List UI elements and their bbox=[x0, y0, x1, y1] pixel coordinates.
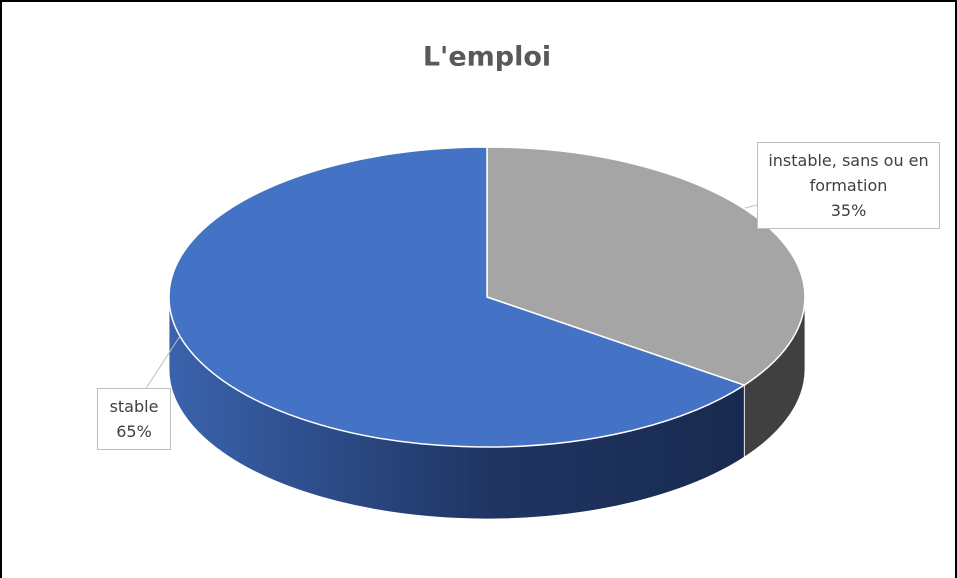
value-label: 35% bbox=[830, 201, 867, 220]
data-label: stable 65% bbox=[97, 388, 171, 450]
chart-title: L'emploi bbox=[423, 42, 551, 73]
category-label: instable, sans ou en formation bbox=[768, 151, 929, 195]
leader-line bbox=[744, 204, 758, 209]
category-label: stable bbox=[109, 397, 159, 416]
pie-slice bbox=[168, 146, 746, 448]
leader-line bbox=[144, 335, 181, 391]
data-label: instable, sans ou en formation 35% bbox=[757, 142, 940, 229]
value-label: 65% bbox=[116, 422, 152, 441]
